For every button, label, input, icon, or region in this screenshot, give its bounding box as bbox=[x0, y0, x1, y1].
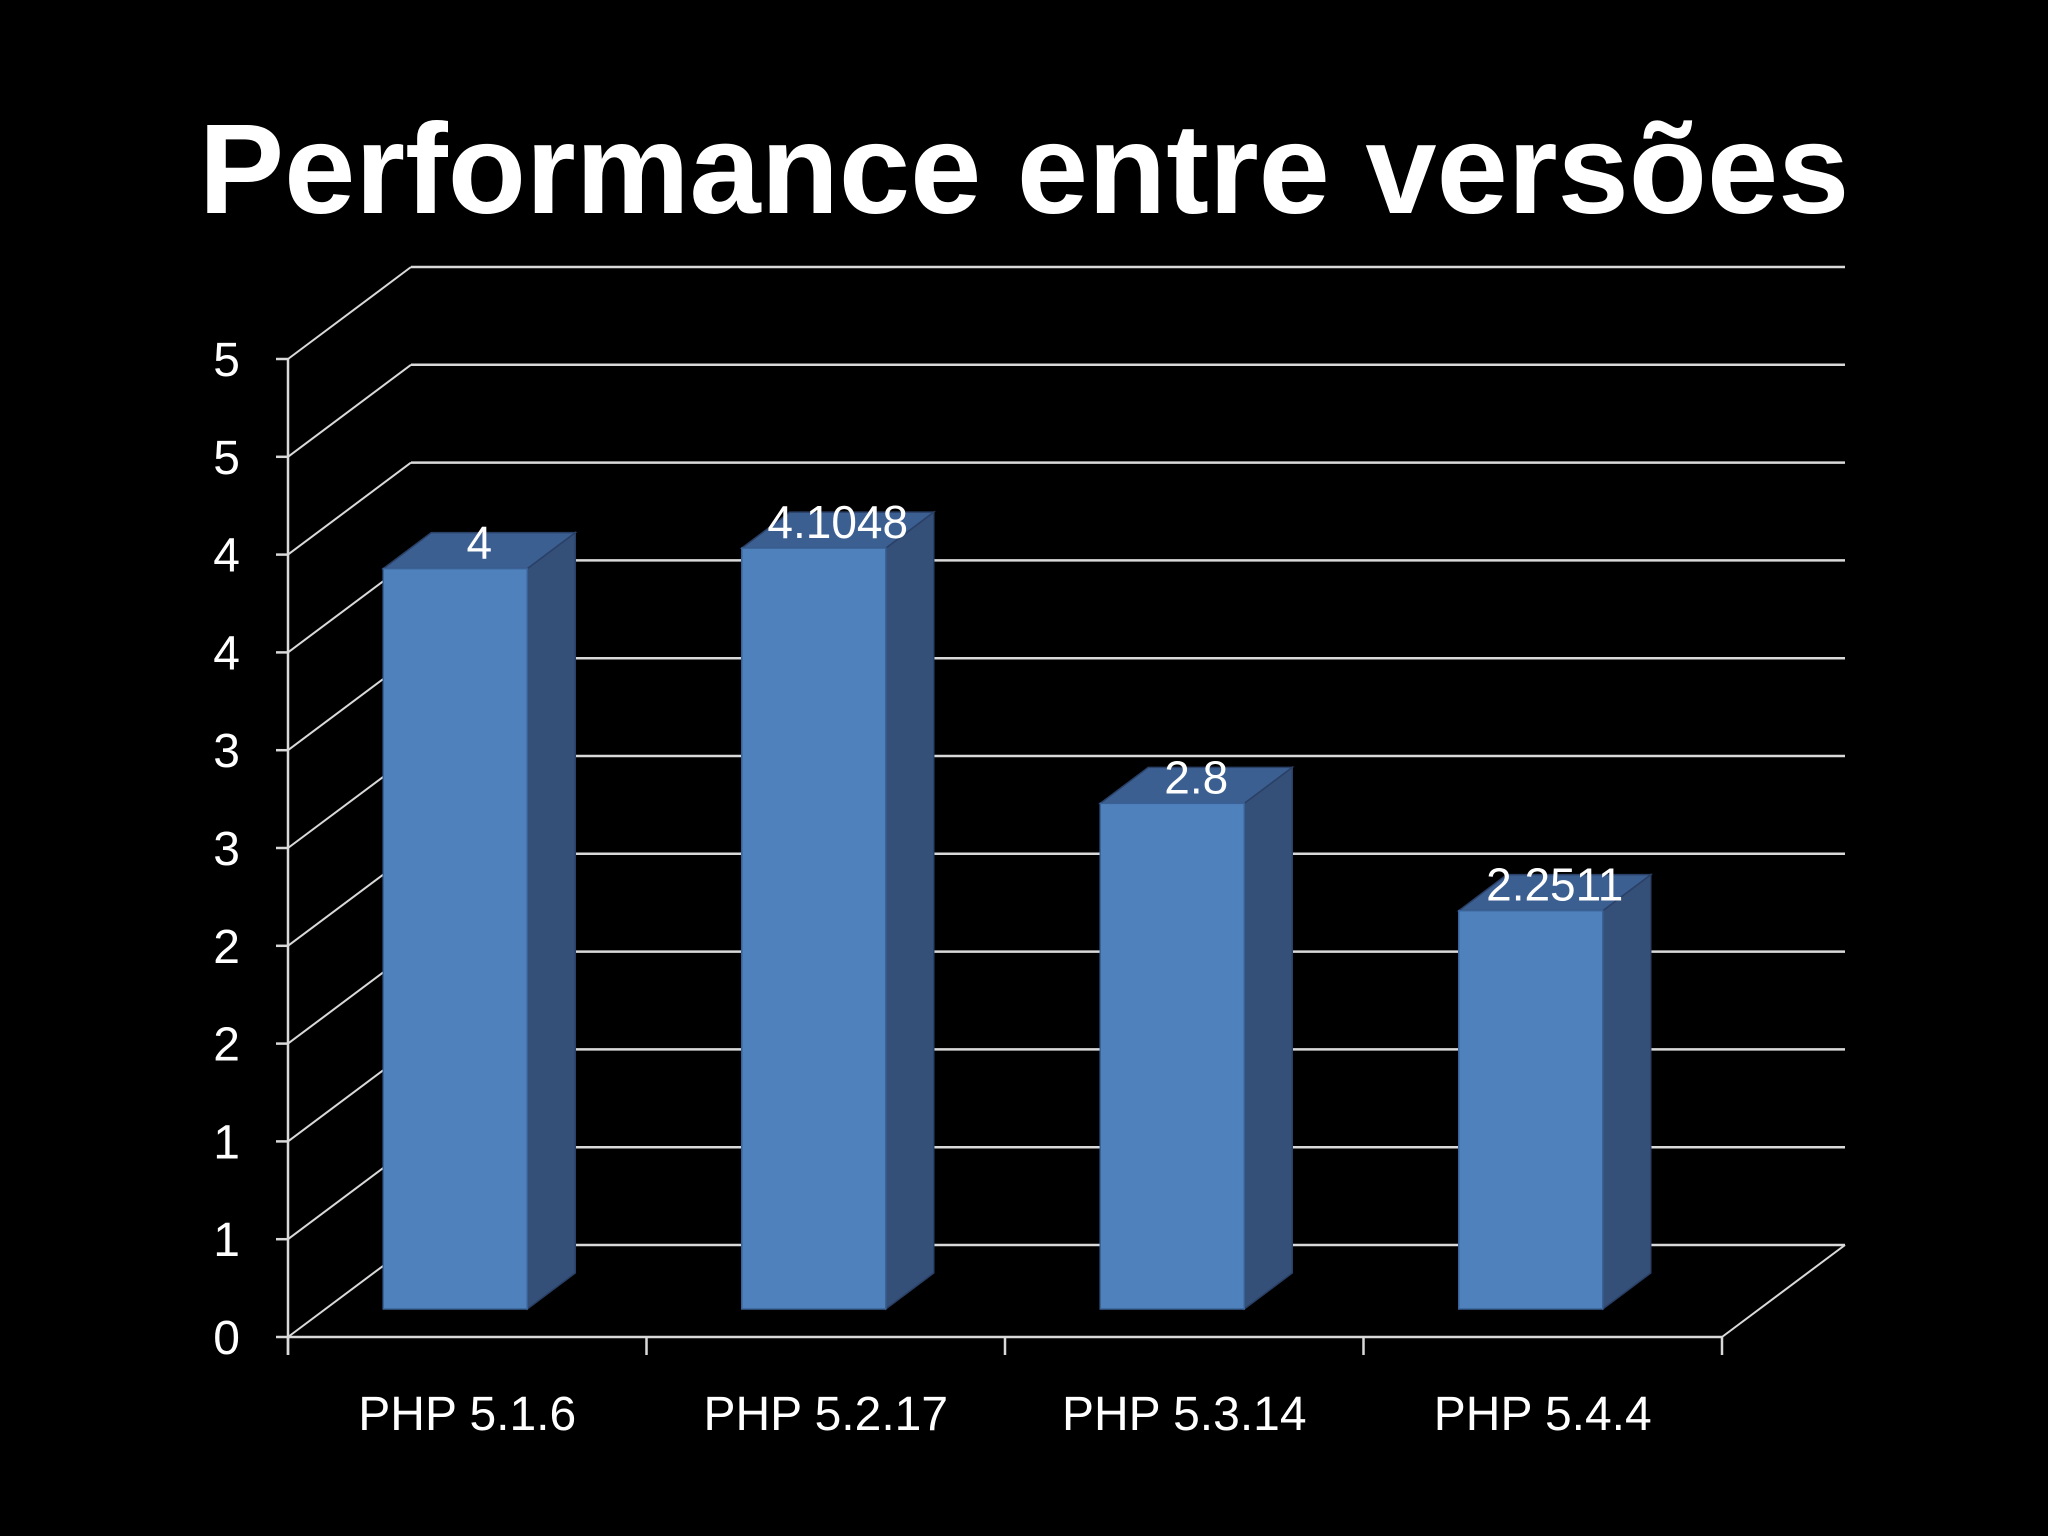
data-label: 4 bbox=[466, 517, 492, 569]
bar-front-face bbox=[741, 547, 887, 1310]
data-label: 2.8 bbox=[1164, 751, 1228, 803]
bar bbox=[1098, 765, 1295, 1311]
chart-labels: 0 1 1 2 2 3 3 4 4 5 5 4 PHP 5.1.6 4.1048 PHP 5.2.17 2.8… bbox=[213, 334, 1651, 1441]
bar-side-face bbox=[1602, 873, 1652, 1311]
chart-bars bbox=[381, 510, 1653, 1311]
y-tick-label: 3 bbox=[213, 725, 240, 778]
bar bbox=[739, 510, 936, 1311]
data-label: 2.2511 bbox=[1486, 859, 1623, 911]
x-tick-label: PHP 5.2.17 bbox=[703, 1388, 948, 1441]
bar-front-face bbox=[382, 567, 528, 1310]
x-tick-label: PHP 5.3.14 bbox=[1062, 1388, 1307, 1441]
bar-front-face bbox=[1099, 802, 1245, 1310]
y-tick-label: 5 bbox=[213, 334, 240, 387]
bar-side-face bbox=[1243, 765, 1293, 1311]
slide-title: Performance entre versões bbox=[198, 98, 1850, 241]
bar bbox=[381, 531, 578, 1311]
data-label: 4.1048 bbox=[767, 496, 908, 548]
y-tick-label: 0 bbox=[213, 1312, 240, 1365]
side-gridline bbox=[287, 461, 412, 556]
y-tick-label: 4 bbox=[213, 627, 240, 680]
x-tick-label: PHP 5.4.4 bbox=[1434, 1388, 1652, 1441]
x-tick-label: PHP 5.1.6 bbox=[358, 1388, 576, 1441]
bar-side-face bbox=[526, 531, 576, 1311]
side-gridline bbox=[287, 363, 412, 458]
bar-side-face bbox=[885, 510, 935, 1311]
y-tick-label: 4 bbox=[213, 530, 240, 583]
y-tick-label: 3 bbox=[213, 823, 240, 876]
y-tick-label: 2 bbox=[213, 1019, 240, 1072]
y-tick-label: 1 bbox=[213, 1214, 240, 1267]
side-gridline bbox=[287, 266, 412, 360]
floor-edge bbox=[1721, 1244, 1846, 1338]
y-tick-label: 1 bbox=[213, 1116, 240, 1169]
y-tick-label: 2 bbox=[213, 921, 240, 974]
bar bbox=[1456, 873, 1653, 1311]
bar-front-face bbox=[1458, 909, 1604, 1310]
y-tick-label: 5 bbox=[213, 432, 240, 485]
